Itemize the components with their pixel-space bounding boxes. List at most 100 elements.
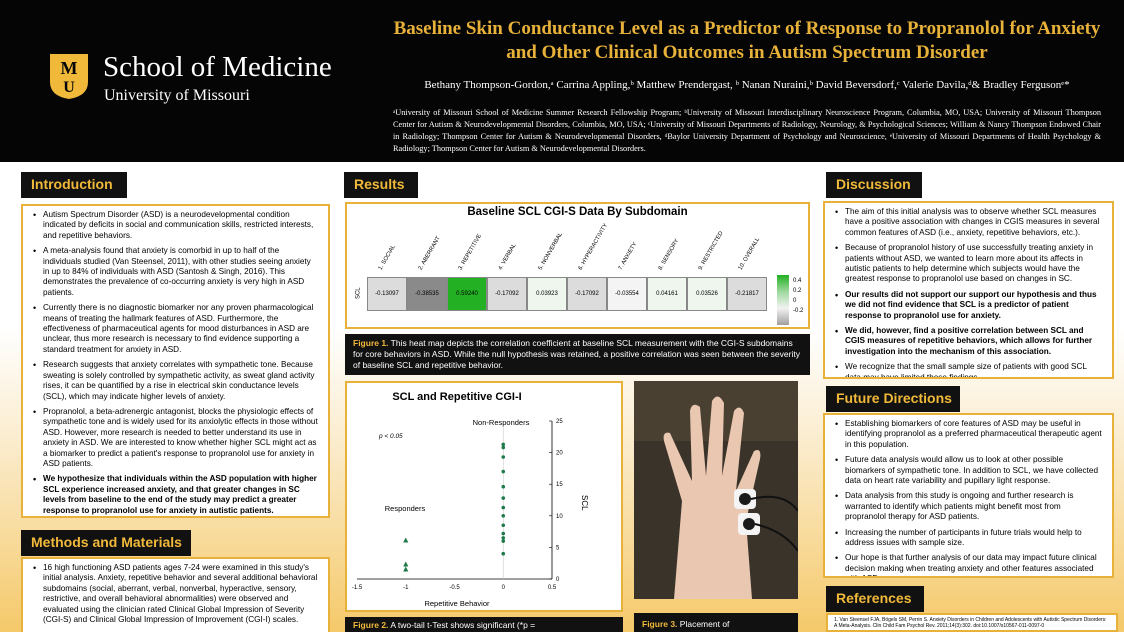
y-tick-label: 5 xyxy=(556,545,560,551)
affiliations: ᵃUniversity of Missouri School of Medici… xyxy=(393,108,1101,153)
heatmap-category-label: 6. HYPERACTIVITY xyxy=(577,222,610,272)
colorbar-ticks: 0.4 0.2 0 -0.2 xyxy=(793,276,803,316)
list-item: Establishing biomarkers of core features… xyxy=(835,419,1102,450)
non-responder-point xyxy=(501,455,506,459)
colorbar-tick: 0.2 xyxy=(793,288,802,294)
list-item: A meta-analysis found that anxiety is co… xyxy=(33,246,318,298)
school-name: School of Medicine xyxy=(103,51,332,83)
methods-heading: Methods and Materials xyxy=(21,530,191,556)
introduction-list: Autism Spectrum Disorder (ASD) is a neur… xyxy=(23,206,328,516)
heatmap-category-label: 1. SOCIAL xyxy=(377,244,397,272)
responder-point xyxy=(403,561,409,567)
non-responder-point xyxy=(501,523,506,528)
figure3-label: Figure 3. xyxy=(642,619,678,629)
author-list: Bethany Thompson-Gordon,ᵃ Carrina Applin… xyxy=(424,79,1070,91)
svg-text:M: M xyxy=(61,58,78,78)
responder-point xyxy=(403,566,409,572)
y-axis-label: SCL xyxy=(580,495,589,511)
responders-label: Responders xyxy=(385,504,426,513)
introduction-box: Autism Spectrum Disorder (ASD) is a neur… xyxy=(21,204,330,518)
future-list: Establishing biomarkers of core features… xyxy=(825,415,1112,576)
university-name: University of Missouri xyxy=(104,87,250,104)
non-responder-point xyxy=(501,551,506,556)
hand-electrode-image xyxy=(634,381,798,599)
future-box: Establishing biomarkers of core features… xyxy=(823,413,1114,578)
figure1-text: This heat map depicts the correlation co… xyxy=(353,338,800,370)
heatmap-figure: Baseline SCL CGI-S Data By Subdomain SCL… xyxy=(345,202,810,329)
list-item: Data analysis from this study is ongoing… xyxy=(835,491,1102,522)
non-responder-point xyxy=(501,484,506,489)
y-tick-label: 20 xyxy=(556,451,563,457)
heatmap-category-label: 8. SENSORY xyxy=(657,238,681,272)
methods-box: 16 high functioning ASD patients ages 7-… xyxy=(21,557,330,632)
results-heading: Results xyxy=(344,172,418,198)
list-item: Future data analysis would allow us to l… xyxy=(835,455,1102,486)
heatmap-cell: -0.13097 xyxy=(367,277,407,311)
heatmap-category-label: 4. VERBAL xyxy=(497,242,518,272)
list-item: We recognize that the small sample size … xyxy=(835,362,1102,377)
scatter-plot: SCL and Repetitive CGI-I p < 0.05 -1.5 -1 -0… xyxy=(352,391,589,608)
figure3-text: Placement of xyxy=(677,619,730,629)
list-item: The aim of this initial analysis was to … xyxy=(835,207,1102,238)
non-responder-point xyxy=(501,445,506,450)
responder-point xyxy=(403,537,409,543)
non-responder-point xyxy=(501,539,506,543)
non-responder-point xyxy=(501,531,506,536)
figure1-label: Figure 1. xyxy=(353,338,389,348)
non-responder-point xyxy=(501,505,506,510)
references-box: 1. Van Steensel FJA, Bögels SM, Perrin S… xyxy=(826,613,1118,632)
y-tick-label: 15 xyxy=(556,482,563,488)
list-item: Research suggests that anxiety correlate… xyxy=(33,360,318,402)
colorbar-tick: -0.2 xyxy=(793,308,804,314)
heatmap-cell: 0.59240 xyxy=(447,277,487,311)
non-responder-point xyxy=(501,442,506,447)
non-responder-point xyxy=(501,514,506,518)
list-item: Our hope is that further analysis of our… xyxy=(835,553,1102,576)
non-responder-point xyxy=(501,536,506,540)
list-item: 16 high functioning ASD patients ages 7-… xyxy=(33,563,318,625)
non-responder-point xyxy=(501,496,506,500)
future-heading: Future Directions xyxy=(826,386,960,412)
heatmap-category-label: 7. ANXIETY xyxy=(617,241,639,272)
methods-list: 16 high functioning ASD patients ages 7-… xyxy=(23,559,328,632)
list-item: We did, however, find a positive correla… xyxy=(835,326,1102,357)
list-item: Because of propranolol history of use su… xyxy=(835,243,1102,285)
significance-annotation: p < 0.05 xyxy=(378,433,403,440)
list-item: Currently there is no diagnostic biomark… xyxy=(33,303,318,355)
heatmap-cell: -0.38535 xyxy=(407,277,447,311)
heatmap-category-label: 3. REPETITIVE xyxy=(457,233,484,272)
list-item: Propranolol, a beta-adrenergic antagonis… xyxy=(33,407,318,469)
x-tick-label: 0.5 xyxy=(548,585,557,591)
heatmap-cell: 0.03526 xyxy=(687,277,727,311)
references-heading: References xyxy=(826,586,924,612)
non-responder-point xyxy=(501,469,506,474)
list-item: Increasing the number of participants in… xyxy=(835,528,1102,549)
heatmap-colorbar xyxy=(777,275,789,325)
x-tick-label: -1 xyxy=(403,585,409,591)
heatmap-title: Baseline SCL CGI-S Data By Subdomain xyxy=(467,206,688,218)
figure3-caption: Figure 3. Placement of xyxy=(634,613,798,632)
list-item: We hypothesize that individuals within t… xyxy=(33,474,318,516)
figure2-label: Figure 2. xyxy=(353,620,389,630)
poster-header: M U School of Medicine University of Mis… xyxy=(0,0,1124,162)
scatter-title: SCL and Repetitive CGI-I xyxy=(392,391,521,403)
x-tick-label: 0 xyxy=(502,585,506,591)
electrode-photo xyxy=(634,381,798,599)
figure1-caption: Figure 1. This heat map depicts the corr… xyxy=(345,334,810,375)
scatter-figure: SCL and Repetitive CGI-I p < 0.05 -1.5 -1 -0… xyxy=(345,381,623,612)
heatmap-category-label: 2. ABERRANT xyxy=(417,235,442,272)
svg-text:U: U xyxy=(63,79,75,96)
list-item: Autism Spectrum Disorder (ASD) is a neur… xyxy=(33,210,318,241)
y-tick-label: 0 xyxy=(556,577,560,583)
figure2-text: A two-tail t-Test shows significant (*p … xyxy=(388,620,536,630)
non-responders-label: Non-Responders xyxy=(473,418,530,427)
heatmap-cell: -0.03554 xyxy=(607,277,647,311)
introduction-heading: Introduction xyxy=(21,172,127,198)
heatmap-category-label: 10. OVERALL xyxy=(737,236,762,272)
mu-logo: M U xyxy=(50,54,88,99)
heatmap-cell: 0.04161 xyxy=(647,277,687,311)
heatmap-category-label: 5. NONVERBAL xyxy=(537,231,565,272)
heatmap-cell: -0.21817 xyxy=(727,277,767,311)
discussion-box: The aim of this initial analysis was to … xyxy=(823,201,1114,379)
y-tick-label: 10 xyxy=(556,514,563,520)
